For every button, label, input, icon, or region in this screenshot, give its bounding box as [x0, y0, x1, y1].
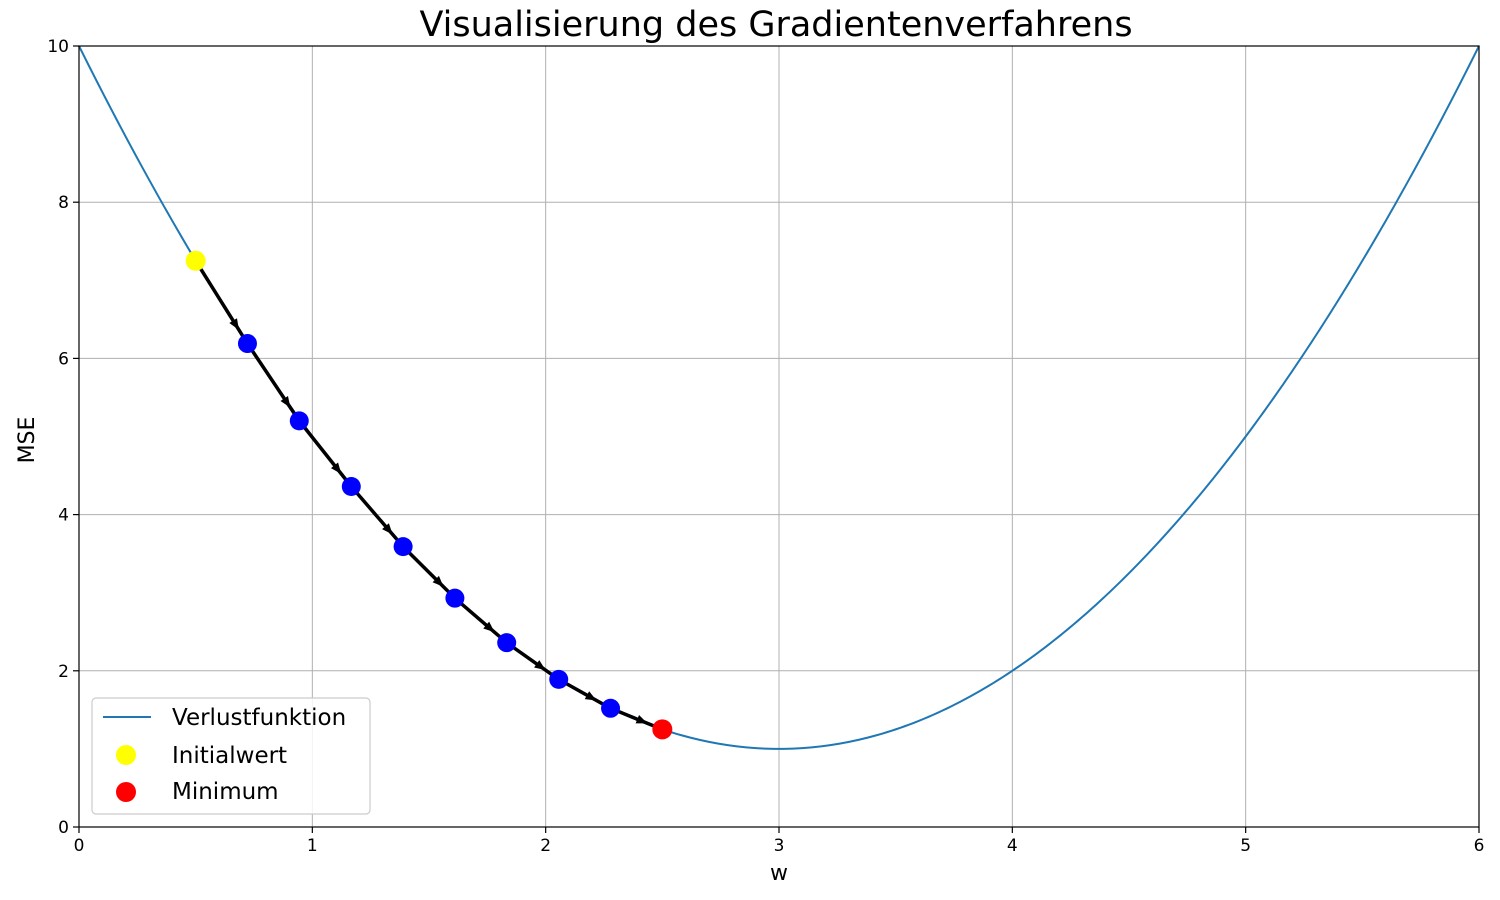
gradient-step-arrowhead	[280, 395, 291, 408]
gradient-step-point	[341, 476, 361, 496]
gradient-step-arrow	[297, 419, 353, 488]
gradient-step-point	[549, 669, 569, 689]
y-tick-label: 6	[58, 349, 69, 369]
x-tick-label: 6	[1474, 836, 1485, 856]
gradient-step-point	[445, 588, 465, 608]
chart-title: Visualisierung des Gradientenverfahrens	[419, 5, 1132, 45]
gradient-step-point	[393, 537, 413, 557]
gradient-step-arrowhead	[432, 575, 444, 587]
legend: Verlustfunktion Initialwert Minimum	[91, 697, 371, 815]
x-axis-label: w	[770, 861, 788, 886]
legend-box	[91, 697, 371, 815]
y-tick-label: 4	[58, 506, 69, 526]
gradient-step-arrow	[453, 596, 508, 645]
minimum-point	[652, 719, 673, 740]
y-tick-label: 2	[58, 662, 69, 682]
legend-marker-initialwert	[116, 745, 136, 765]
gradient-step-arrow	[505, 641, 560, 681]
x-tick-label: 1	[307, 836, 318, 856]
gradient-step-point	[237, 334, 257, 354]
gradient-step-arrowhead	[382, 523, 393, 535]
legend-label-initialwert: Initialwert	[172, 743, 287, 769]
gradient-step-arrowhead	[635, 715, 648, 724]
legend-label-verlustfunktion: Verlustfunktion	[172, 705, 346, 731]
gradient-step-arrowhead	[584, 691, 597, 701]
gradient-step-point	[497, 633, 517, 653]
gradient-step-arrowhead	[330, 462, 342, 474]
legend-marker-minimum	[116, 782, 136, 802]
gradient-step-arrow	[557, 677, 612, 710]
gradient-step-arrow	[401, 545, 457, 600]
gradient-step-point	[601, 698, 621, 718]
gradient-step-arrows	[194, 259, 663, 731]
y-tick-label: 8	[58, 193, 69, 213]
x-tick-label: 5	[1240, 836, 1251, 856]
y-tick-label: 0	[58, 818, 69, 838]
gradient-step-arrowhead	[229, 318, 239, 330]
gradient-step-arrow	[194, 259, 249, 345]
axis-ticks: 0 1 2 3 4 5 6 0 2 4 6 8 10	[47, 37, 1484, 856]
legend-label-minimum: Minimum	[172, 779, 279, 805]
x-tick-label: 4	[1007, 836, 1018, 856]
initial-value-point	[185, 250, 206, 271]
gradient-step-point	[289, 411, 309, 431]
y-tick-label: 10	[47, 37, 69, 57]
gradient-step-arrowhead	[483, 621, 495, 633]
gradient-step-arrow	[246, 342, 301, 422]
point-layer	[185, 250, 673, 740]
x-tick-label: 0	[74, 836, 85, 856]
gradient-step-arrow	[349, 485, 405, 548]
y-axis-label: MSE	[15, 417, 40, 464]
x-tick-label: 2	[540, 836, 551, 856]
x-tick-label: 3	[774, 836, 785, 856]
gradient-step-arrowhead	[534, 660, 546, 671]
